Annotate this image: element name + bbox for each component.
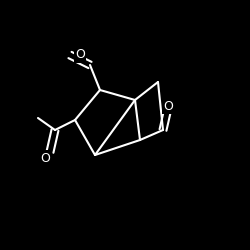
Text: O: O [40, 152, 50, 164]
Text: O: O [75, 48, 85, 62]
Text: O: O [163, 100, 173, 112]
